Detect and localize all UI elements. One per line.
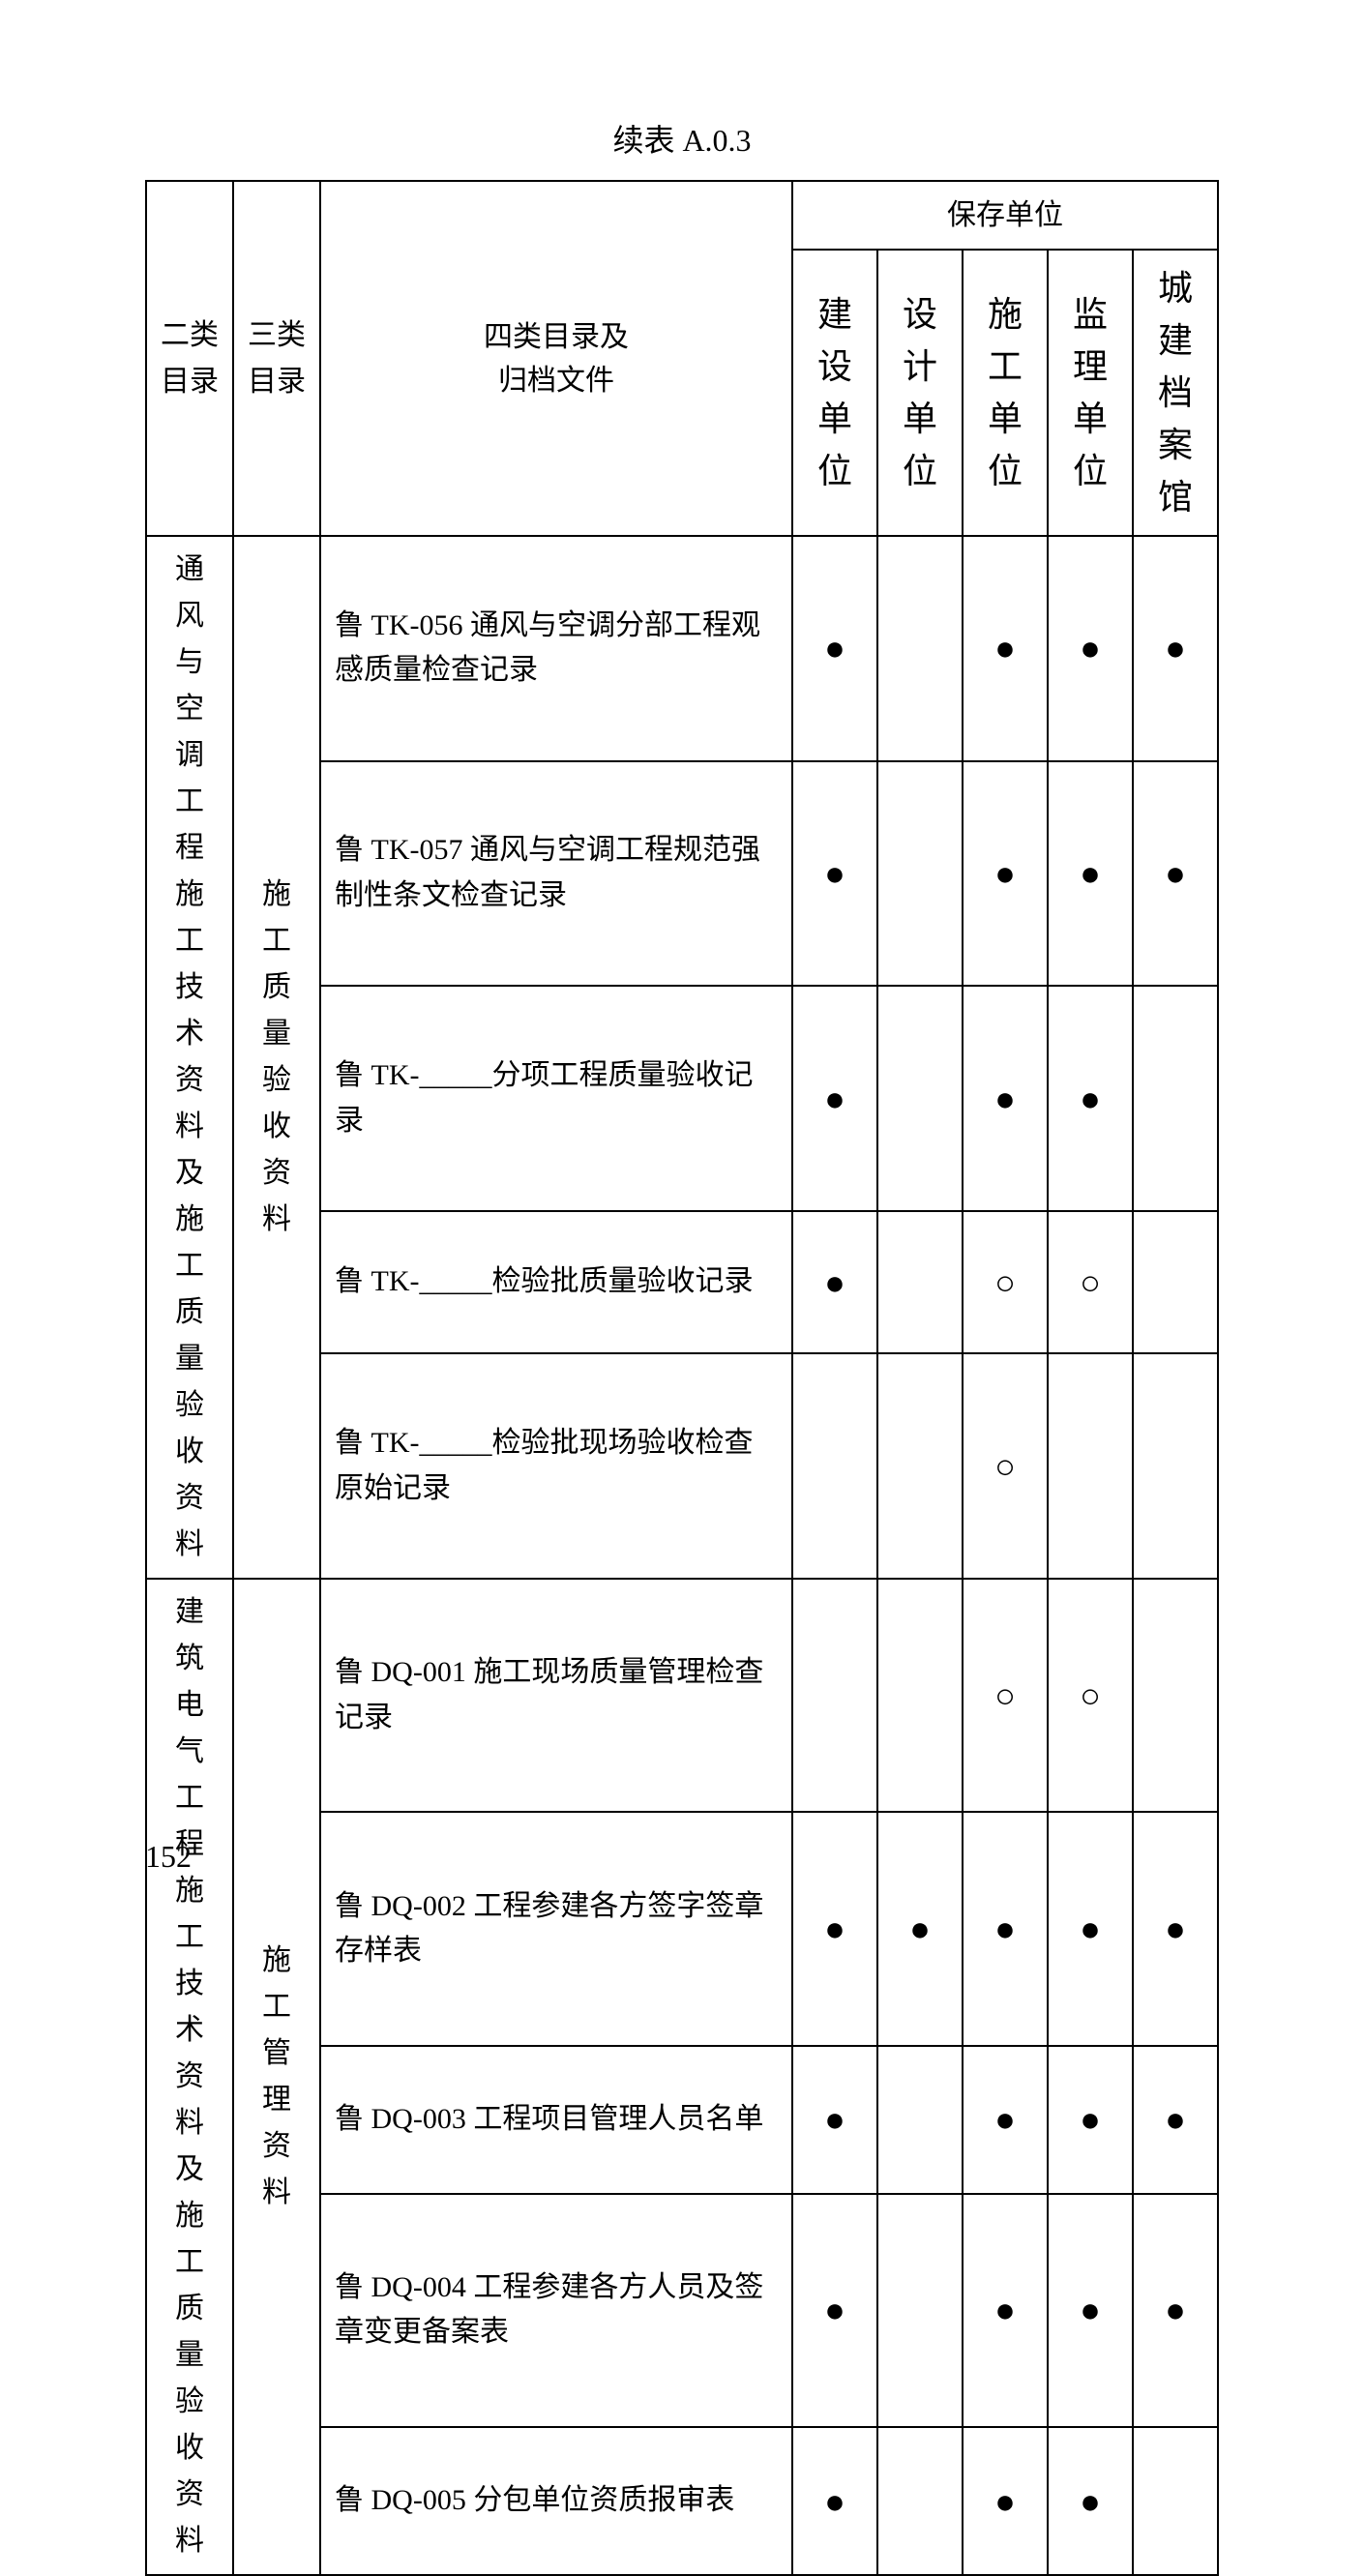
mark-cell: ● bbox=[1133, 2046, 1218, 2194]
desc-cell: 鲁 TK-057 通风与空调工程规范强制性条文检查记录 bbox=[320, 761, 792, 987]
mark-cell: ● bbox=[792, 1211, 877, 1353]
cat2-cell: 建筑电气工程施工技术资料及施工质量验收资料 bbox=[146, 1579, 233, 2575]
mark-cell bbox=[1133, 1353, 1218, 1579]
header-storage-4: 城建档案馆 bbox=[1133, 250, 1218, 536]
archive-table: 二类目录 三类目录 四类目录及归档文件 保存单位 建设单位 设计单位 施工单位 … bbox=[145, 180, 1219, 2576]
desc-cell: 鲁 TK-056 通风与空调分部工程观感质量检查记录 bbox=[320, 536, 792, 761]
mark-cell: ● bbox=[1048, 536, 1133, 761]
mark-cell: ● bbox=[963, 2046, 1048, 2194]
header-storage-2: 施工单位 bbox=[963, 250, 1048, 536]
table-title: 续表 A.0.3 bbox=[145, 116, 1219, 161]
desc-cell: 鲁 DQ-003 工程项目管理人员名单 bbox=[320, 2046, 792, 2194]
mark-cell bbox=[792, 1579, 877, 1812]
mark-cell: ● bbox=[877, 1812, 963, 2045]
mark-cell bbox=[1048, 1353, 1133, 1579]
mark-cell bbox=[1133, 1211, 1218, 1353]
mark-cell: ● bbox=[1048, 986, 1133, 1211]
mark-cell: ● bbox=[1133, 761, 1218, 987]
header-storage-1: 设计单位 bbox=[877, 250, 963, 536]
mark-cell bbox=[877, 761, 963, 987]
mark-cell: ● bbox=[963, 986, 1048, 1211]
cat3-cell: 施工质量验收资料 bbox=[233, 536, 320, 1579]
mark-cell: ● bbox=[1048, 2046, 1133, 2194]
mark-cell: ○ bbox=[1048, 1579, 1133, 1812]
mark-cell: ● bbox=[1133, 2194, 1218, 2427]
desc-cell: 鲁 DQ-002 工程参建各方签字签章存样表 bbox=[320, 1812, 792, 2045]
desc-cell: 鲁 DQ-005 分包单位资质报审表 bbox=[320, 2427, 792, 2575]
mark-cell: ● bbox=[792, 1812, 877, 2045]
header-col1: 二类目录 bbox=[146, 181, 233, 536]
header-storage-0: 建设单位 bbox=[792, 250, 877, 536]
desc-cell: 鲁 DQ-004 工程参建各方人员及签章变更备案表 bbox=[320, 2194, 792, 2427]
mark-cell: ● bbox=[792, 986, 877, 1211]
cat3-cell: 施工管理资料 bbox=[233, 1579, 320, 2575]
header-storage-3: 监理单位 bbox=[1048, 250, 1133, 536]
mark-cell bbox=[877, 2427, 963, 2575]
mark-cell bbox=[877, 1353, 963, 1579]
header-col3: 四类目录及归档文件 bbox=[320, 181, 792, 536]
mark-cell bbox=[877, 1211, 963, 1353]
mark-cell: ○ bbox=[1048, 1211, 1133, 1353]
mark-cell bbox=[877, 2046, 963, 2194]
desc-cell: 鲁 TK-_____检验批现场验收检查原始记录 bbox=[320, 1353, 792, 1579]
desc-cell: 鲁 DQ-001 施工现场质量管理检查记录 bbox=[320, 1579, 792, 1812]
mark-cell: ● bbox=[963, 2194, 1048, 2427]
table-row: 建筑电气工程施工技术资料及施工质量验收资料施工管理资料鲁 DQ-001 施工现场… bbox=[146, 1579, 1218, 1812]
mark-cell: ○ bbox=[963, 1211, 1048, 1353]
header-storage-group: 保存单位 bbox=[792, 181, 1218, 250]
mark-cell bbox=[877, 2194, 963, 2427]
mark-cell: ● bbox=[792, 2046, 877, 2194]
mark-cell bbox=[877, 1579, 963, 1812]
desc-cell: 鲁 TK-_____分项工程质量验收记录 bbox=[320, 986, 792, 1211]
mark-cell: ○ bbox=[963, 1353, 1048, 1579]
mark-cell: ● bbox=[1048, 2194, 1133, 2427]
mark-cell bbox=[1133, 986, 1218, 1211]
table-row: 通风与空调工程施工技术资料及施工质量验收资料施工质量验收资料鲁 TK-056 通… bbox=[146, 536, 1218, 761]
mark-cell bbox=[1133, 2427, 1218, 2575]
mark-cell: ● bbox=[963, 2427, 1048, 2575]
mark-cell: ● bbox=[792, 2194, 877, 2427]
page-number: 152 bbox=[145, 1839, 192, 1875]
mark-cell bbox=[877, 986, 963, 1211]
mark-cell bbox=[877, 536, 963, 761]
mark-cell: ● bbox=[1133, 536, 1218, 761]
mark-cell: ● bbox=[792, 2427, 877, 2575]
mark-cell bbox=[1133, 1579, 1218, 1812]
desc-cell: 鲁 TK-_____检验批质量验收记录 bbox=[320, 1211, 792, 1353]
mark-cell: ● bbox=[963, 1812, 1048, 2045]
cat2-cell: 通风与空调工程施工技术资料及施工质量验收资料 bbox=[146, 536, 233, 1579]
mark-cell: ● bbox=[963, 761, 1048, 987]
mark-cell: ● bbox=[1133, 1812, 1218, 2045]
mark-cell: ● bbox=[1048, 2427, 1133, 2575]
mark-cell: ● bbox=[792, 761, 877, 987]
mark-cell bbox=[792, 1353, 877, 1579]
mark-cell: ● bbox=[1048, 761, 1133, 987]
mark-cell: ● bbox=[963, 536, 1048, 761]
mark-cell: ● bbox=[1048, 1812, 1133, 2045]
mark-cell: ● bbox=[792, 536, 877, 761]
mark-cell: ○ bbox=[963, 1579, 1048, 1812]
header-col2: 三类目录 bbox=[233, 181, 320, 536]
